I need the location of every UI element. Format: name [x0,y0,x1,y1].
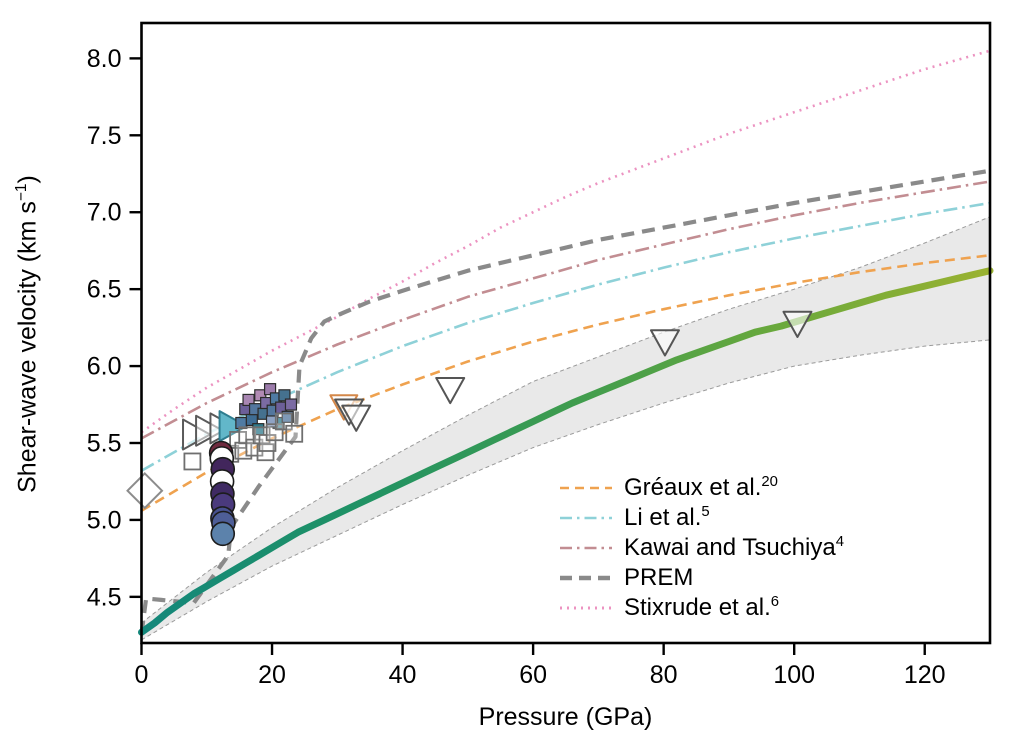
marker-diamond-open [126,472,164,510]
marker-squares-open [256,443,275,462]
marker-squares-open [265,423,284,442]
x-tick-label: 80 [650,661,678,689]
legend-label: PREM [624,564,694,591]
uncertainty-band-lower-edge [141,339,991,641]
legend-label-sup: 6 [770,594,780,610]
legend-label: Stixrude et al.6 [624,594,780,621]
legend-swatch-kawai-and-tsuchiya [560,546,612,550]
marker-circles-column [210,521,236,547]
y-tick-label: 5.5 [87,430,122,458]
uncertainty-band [141,216,990,640]
legend-item-gr-aux-et-al: Gréaux et al.20 [560,473,844,503]
legend-item-kawai-and-tsuchiya: Kawai and Tsuchiya4 [560,533,844,563]
x-tick-label: 0 [135,661,149,689]
legend-label-sup: 20 [761,474,778,490]
series-line-kawai-and-tsuchiya [140,180,991,440]
x-tick-label: 120 [904,661,946,689]
y-tick-label: 6.5 [87,276,122,304]
y-tick-label: 5.0 [87,506,122,534]
x-tick-label: 60 [519,661,547,689]
y-axis-title-text: Shear-wave velocity (km s [13,201,42,493]
legend-label: Kawai and Tsuchiya4 [624,534,844,561]
y-tick-label: 7.5 [87,122,122,150]
legend: Gréaux et al.20 Li et al.5 Kawai and Tsuch… [560,473,844,623]
legend-swatch-prem [560,575,612,581]
marker-squares-filled [278,389,291,402]
y-tick-label: 6.0 [87,353,122,381]
x-tick-label: 40 [389,661,417,689]
marker-down-triangles-open [341,404,372,432]
legend-swatch-gr-aux-et-al [560,486,612,490]
marker-squares-filled [284,398,298,411]
marker-squares-filled [242,393,255,407]
y-axis-title-close: ) [13,175,42,184]
plot-frame [140,21,992,645]
marker-down-triangles-open [435,376,466,405]
x-axis-title: Pressure (GPa) [478,703,653,731]
y-tick-label: 7.0 [87,199,122,227]
legend-label-sup: 4 [835,534,844,550]
legend-item-li-et-al: Li et al.5 [560,503,844,533]
y-tick-label: 8.0 [87,45,122,73]
marker-squares-open [183,452,202,471]
y-axis-title: Shear-wave velocity (km s−1) [13,74,47,594]
legend-item-prem: PREM [560,563,844,593]
legend-label: Gréaux et al.20 [624,474,778,501]
legend-item-stixrude-et-al: Stixrude et al.6 [560,593,844,623]
legend-label-sup: 5 [701,504,710,520]
legend-swatch-li-et-al [560,516,612,520]
x-tick-label: 100 [773,661,815,689]
x-tick-label: 20 [258,661,286,689]
legend-label: Li et al.5 [624,504,710,531]
legend-swatch-stixrude-et-al [560,606,612,610]
marker-squares-filled [281,410,294,423]
y-axis-title-sup: −1 [13,183,30,202]
marker-squares-filled [265,415,279,428]
y-tick-label: 4.5 [87,583,122,611]
marker-squares-open [285,424,304,443]
marker-down-triangles-open [782,310,813,338]
series-line-prem [139,168,991,635]
marker-down-triangles-open [649,329,680,357]
marker-right-triangle-filled [218,410,248,443]
